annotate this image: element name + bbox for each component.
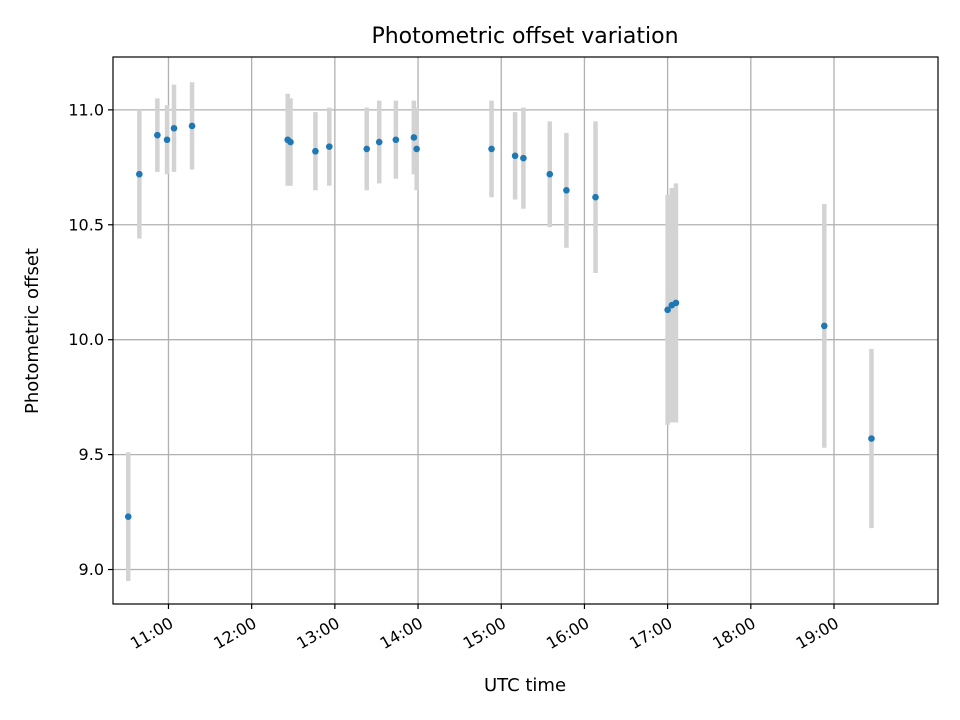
data-point <box>511 152 519 160</box>
data-point <box>287 138 294 146</box>
x-axis-label: UTC time <box>484 675 566 696</box>
data-point <box>326 143 333 150</box>
y-tick-label: 11.0 <box>68 100 104 119</box>
data-point <box>868 435 875 442</box>
y-tick-label: 9.0 <box>79 560 104 579</box>
x-tick-label: 19:00 <box>793 613 842 653</box>
error-bars <box>126 82 874 582</box>
chart-title: Photometric offset variation <box>371 24 678 49</box>
data-point <box>546 170 554 178</box>
y-axis-ticks: 9.0 9.5 10.0 10.5 11.0 <box>68 100 113 579</box>
data-point <box>563 187 570 194</box>
data-point <box>375 138 383 146</box>
data-point <box>488 145 495 153</box>
y-axis-label: Photometric offset <box>22 248 43 414</box>
x-tick-label: 17:00 <box>626 613 675 653</box>
data-point <box>170 124 178 132</box>
data-point <box>188 122 196 130</box>
data-point <box>136 170 143 178</box>
data-points <box>124 122 875 520</box>
data-point <box>410 134 418 141</box>
x-tick-label: 16:00 <box>543 613 592 653</box>
x-tick-label: 12:00 <box>210 613 259 653</box>
y-tick-label: 10.0 <box>68 330 104 349</box>
data-point <box>664 306 671 314</box>
x-tick-label: 11:00 <box>127 613 176 653</box>
data-point <box>124 513 132 520</box>
data-point <box>312 147 319 155</box>
data-point <box>363 145 371 153</box>
data-point <box>821 322 828 330</box>
x-tick-label: 15:00 <box>460 613 509 653</box>
plot-frame <box>112 56 939 605</box>
x-axis-ticks: 11:00 12:00 13:00 14:00 15:00 16:00 17:00 18:00… <box>127 604 842 653</box>
y-tick-label: 9.5 <box>79 445 104 464</box>
data-point <box>392 136 400 144</box>
data-point <box>592 193 599 201</box>
data-point <box>154 131 161 139</box>
data-point <box>413 145 420 153</box>
data-point <box>672 299 680 307</box>
data-point <box>163 136 171 144</box>
x-tick-label: 14:00 <box>377 613 426 653</box>
x-tick-label: 13:00 <box>293 613 342 653</box>
y-tick-label: 10.5 <box>68 215 104 234</box>
x-tick-label: 18:00 <box>709 613 758 653</box>
data-point <box>520 154 527 162</box>
